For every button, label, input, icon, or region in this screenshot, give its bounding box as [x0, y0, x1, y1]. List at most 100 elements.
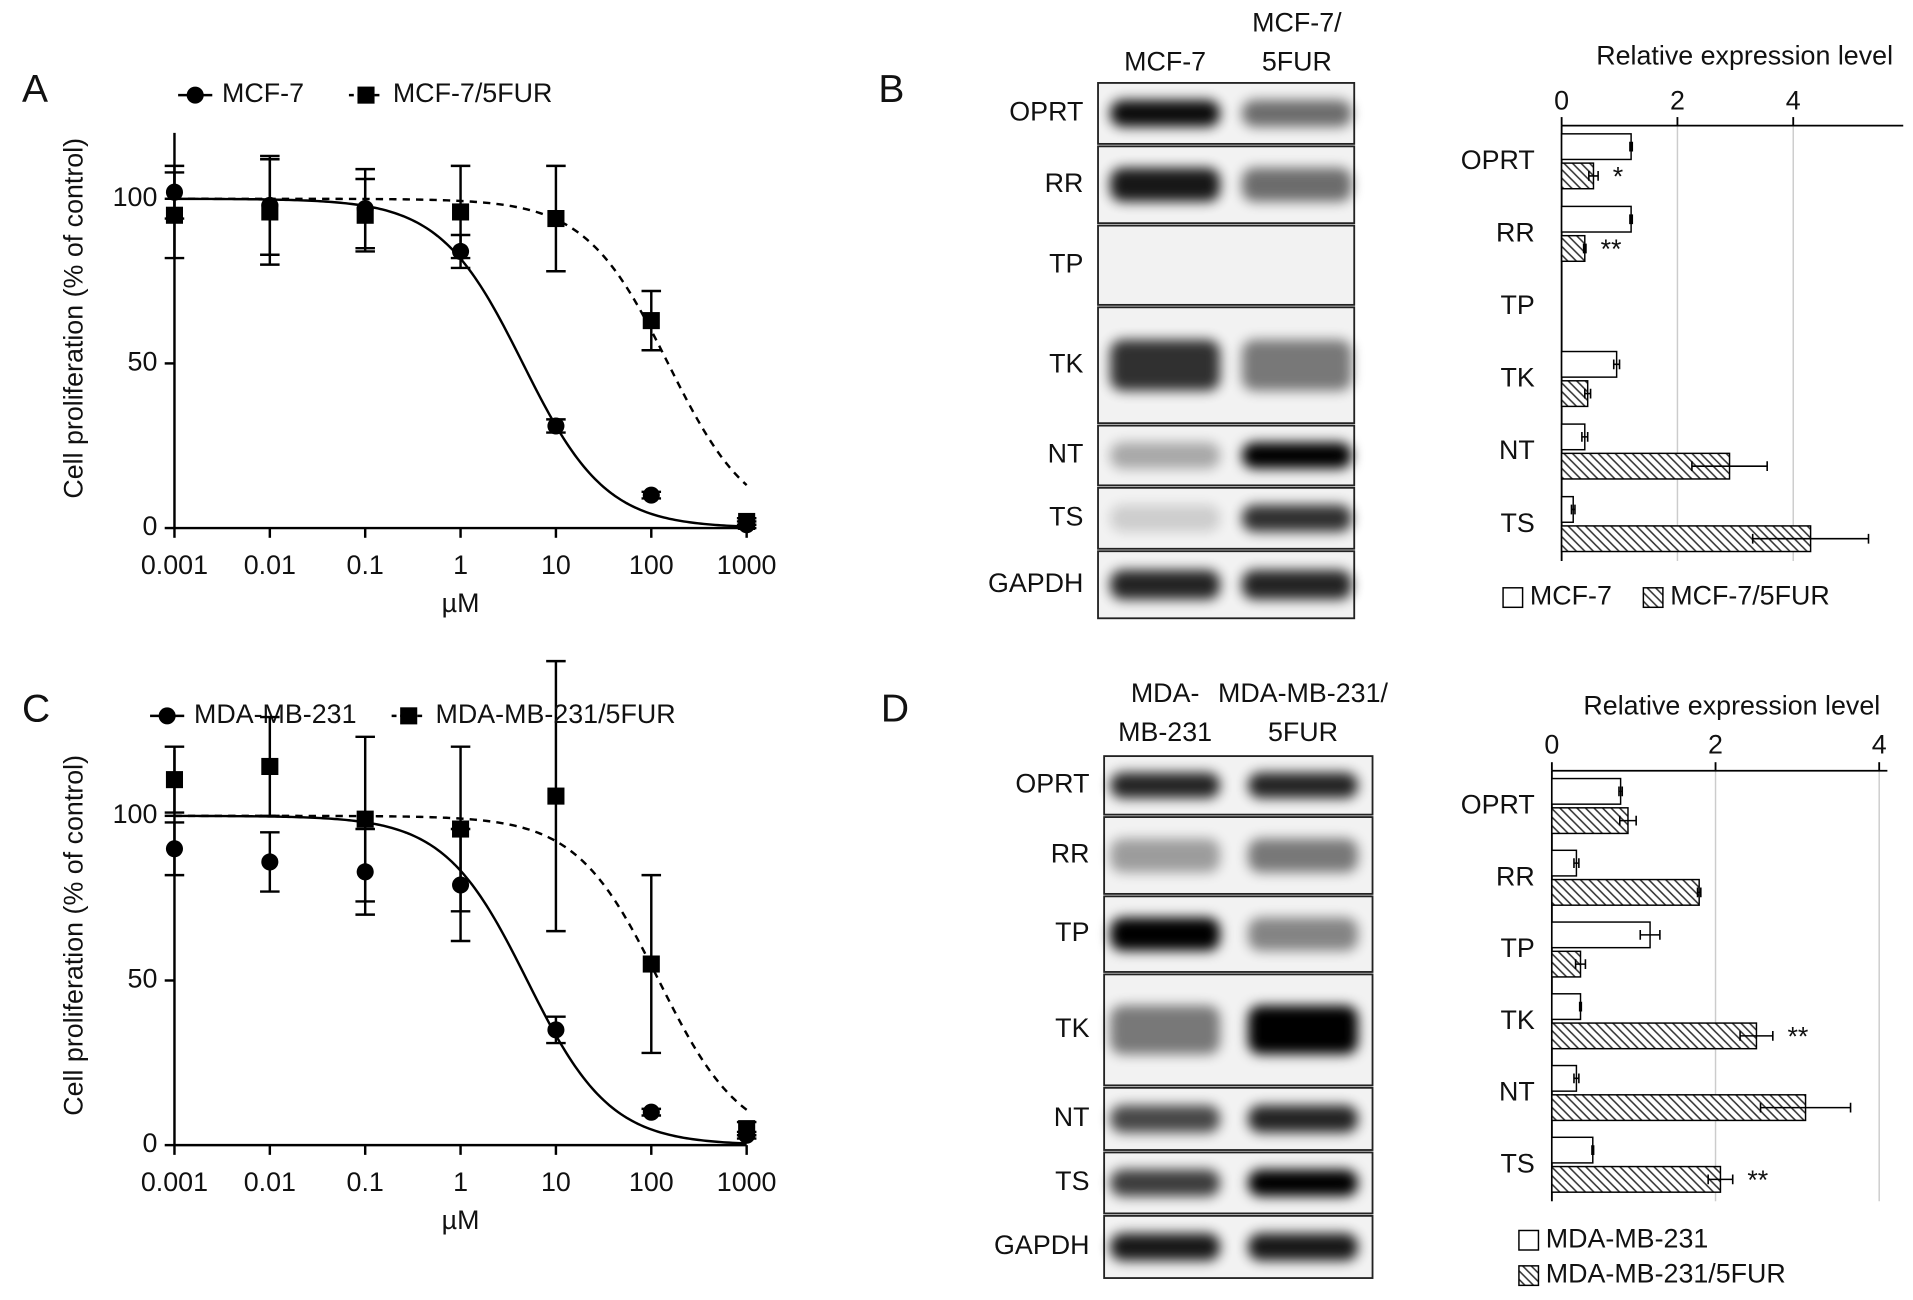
lane-label: MCF-7: [1124, 47, 1206, 77]
panel-label: D: [881, 687, 909, 730]
legend-label: MCF-7/5FUR: [1670, 581, 1830, 611]
blot-band: [1248, 838, 1358, 873]
category-label: TS: [1500, 508, 1534, 538]
category-label: TK: [1500, 363, 1534, 393]
bar: [1551, 993, 1582, 1021]
x-tick-label: 0.1: [347, 550, 384, 580]
x-tick-label: 1000: [717, 550, 777, 580]
bar: [1551, 1165, 1722, 1193]
y-axis-label: Cell proliferation (% of control): [59, 755, 89, 1116]
error-bar: [1573, 1073, 1580, 1084]
marker: [356, 206, 374, 224]
row-label: GAPDH: [994, 1230, 1089, 1260]
error-bar: [1707, 1174, 1734, 1185]
x-tick-label: 2: [1708, 729, 1723, 759]
error-bar: [1574, 959, 1587, 970]
category-label: NT: [1499, 435, 1535, 465]
legend-marker: [158, 707, 176, 725]
x-tick-label: 4: [1872, 729, 1887, 759]
marker: [547, 1021, 565, 1039]
row-label: TK: [1055, 1013, 1089, 1043]
bar: [1560, 234, 1586, 263]
x-tick-label: 1: [453, 1167, 468, 1197]
error-bar: [1591, 1145, 1595, 1155]
blot-band: [1241, 442, 1352, 469]
y-tick-label: 100: [113, 799, 158, 829]
category-label: TP: [1500, 933, 1534, 963]
row-label: OPRT: [1009, 97, 1083, 127]
blot-band: [1110, 838, 1221, 873]
bar: [1551, 849, 1578, 877]
legend-label: MCF-7: [1530, 581, 1612, 611]
blot-band: [1248, 1169, 1358, 1197]
row-label: OPRT: [1015, 768, 1089, 798]
marker: [165, 840, 184, 858]
blot-band: [1110, 167, 1221, 202]
error-bar: [1739, 1030, 1774, 1041]
blot-band: [1241, 100, 1352, 127]
blot-band: [1241, 504, 1352, 532]
blot-band: [1241, 167, 1352, 202]
x-tick-label: 0.001: [141, 1167, 208, 1197]
category-label: TK: [1500, 1005, 1534, 1035]
blot-band: [1110, 570, 1221, 600]
panel-label: A: [22, 68, 48, 111]
category-label: RR: [1496, 861, 1535, 891]
category-label: NT: [1499, 1077, 1535, 1107]
y-tick-label: 100: [113, 182, 158, 212]
blot-band: [1110, 1233, 1221, 1261]
blot-band: [1110, 772, 1221, 799]
legend-label: MDA-MB-231: [194, 699, 357, 729]
y-tick-label: 0: [142, 1128, 157, 1158]
error-bar: [1581, 432, 1589, 442]
category-label: OPRT: [1461, 790, 1535, 820]
x-tick-label: 1: [453, 550, 468, 580]
row-label: TK: [1049, 348, 1083, 378]
x-tick-label: 0.01: [244, 1167, 296, 1197]
blot-band: [1110, 339, 1221, 391]
marker: [261, 853, 279, 871]
legend-swatch: [1502, 587, 1524, 609]
lane-label: MDA-: [1131, 678, 1200, 708]
lane-label: MDA-MB-231/: [1218, 678, 1389, 708]
x-tick-label: 10: [541, 1167, 571, 1197]
category-label: OPRT: [1461, 145, 1535, 175]
x-tick-label: 0.1: [347, 1167, 384, 1197]
x-tick-label: 0: [1554, 86, 1569, 116]
blot-band: [1248, 1233, 1358, 1261]
x-tick-label: 0: [1544, 729, 1559, 759]
error-bar: [1629, 214, 1634, 225]
row-label: NT: [1054, 1102, 1090, 1132]
row-label: RR: [1045, 168, 1084, 198]
significance: *: [1613, 161, 1624, 191]
legend-label: MDA-MB-231/5FUR: [436, 699, 676, 729]
legend-marker: [186, 86, 204, 104]
blot-band: [1110, 1169, 1221, 1197]
x-tick-label: 0.01: [244, 550, 296, 580]
lane-label: 5FUR: [1262, 47, 1332, 77]
panel-label: C: [22, 687, 50, 730]
legend-label: MCF-7: [222, 78, 304, 108]
error-bar: [1612, 359, 1621, 370]
marker: [738, 1120, 756, 1138]
legend-label: MDA-MB-231/5FUR: [1546, 1259, 1786, 1289]
legend-swatch: [1518, 1229, 1540, 1251]
blot-band: [1248, 1005, 1358, 1055]
bar: [1551, 1064, 1578, 1092]
marker: [547, 210, 565, 228]
blot-band: [1241, 570, 1352, 600]
x-axis-label: µM: [442, 1205, 480, 1235]
marker: [356, 810, 374, 828]
category-label: RR: [1496, 218, 1535, 248]
blot-strip: [1097, 224, 1356, 306]
blot-band: [1110, 100, 1221, 127]
marker: [642, 955, 660, 973]
blot-band: [1241, 339, 1352, 391]
y-tick-label: 50: [128, 347, 158, 377]
x-tick-label: 2: [1670, 86, 1685, 116]
blot-band: [1110, 1105, 1221, 1133]
legend-marker: [357, 86, 375, 104]
marker: [261, 757, 279, 775]
marker: [642, 312, 660, 330]
